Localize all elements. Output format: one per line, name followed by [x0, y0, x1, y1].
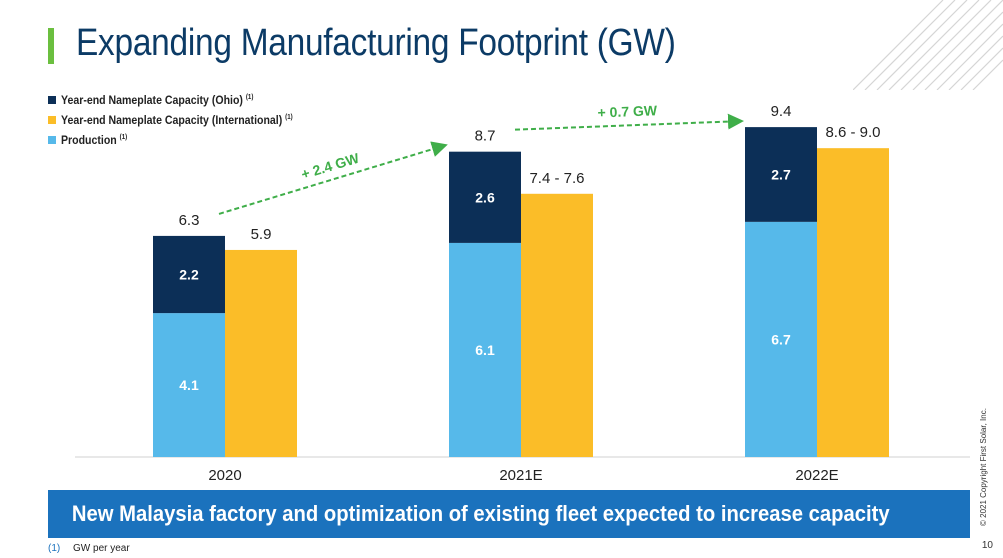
- growth-arrow-2: [514, 113, 744, 131]
- label-production-2022E: 6.7: [771, 331, 791, 347]
- page-title: Expanding Manufacturing Footprint (GW): [76, 22, 676, 64]
- footnote: (1) GW per year: [48, 543, 130, 554]
- growth-arrow-1: [218, 141, 448, 215]
- label-international-2020: 5.9: [251, 226, 272, 243]
- legend-swatch-ohio: [48, 96, 56, 104]
- bar-production-2022E: [745, 221, 817, 457]
- page-number: 10: [981, 540, 993, 551]
- legend-item-ohio: Year-end Nameplate Capacity (Ohio) (1): [48, 90, 324, 110]
- legend-swatch-production: [48, 136, 56, 144]
- legend-item-production: Production (1): [48, 130, 324, 150]
- banner-text: New Malaysia factory and optimization of…: [71, 501, 890, 526]
- x-tick-label-2020: 2020: [208, 467, 241, 484]
- bar-ohio-2021E: [449, 151, 521, 243]
- legend-swatch-international: [48, 116, 56, 124]
- footnote-marker: (1): [48, 543, 61, 554]
- legend-label-production: Production: [61, 133, 117, 147]
- label-total-2020: 6.3: [179, 212, 200, 229]
- label-production-2020: 4.1: [179, 377, 199, 393]
- label-ohio-2022E: 2.7: [771, 166, 791, 182]
- legend-label-ohio: Year-end Nameplate Capacity (Ohio): [61, 93, 243, 107]
- legend-item-international: Year-end Nameplate Capacity (Internation…: [48, 110, 324, 130]
- legend-sup-production: (1): [119, 134, 128, 141]
- decorative-stripes: [853, 0, 1003, 90]
- footnote-text: GW per year: [73, 543, 130, 554]
- label-ohio-2021E: 2.6: [475, 189, 495, 205]
- label-total-2022E: 9.4: [771, 103, 792, 120]
- summary-banner: New Malaysia factory and optimization of…: [48, 490, 970, 538]
- chart-legend: Year-end Nameplate Capacity (Ohio) (1) Y…: [48, 90, 324, 150]
- bar-international-2021E: [521, 193, 593, 457]
- bar-international-2022E: [817, 148, 889, 458]
- legend-sup-ohio: (1): [245, 94, 254, 101]
- x-tick-label-2022E: 2022E: [795, 467, 838, 484]
- growth-label-2: + 0.7 GW: [597, 102, 658, 120]
- legend-sup-international: (1): [285, 114, 293, 121]
- x-tick-label-2021E: 2021E: [499, 467, 542, 484]
- bar-international-2020: [225, 249, 297, 457]
- label-international-2022E: 8.6 - 9.0: [825, 124, 880, 141]
- title-accent-bar: [48, 28, 54, 64]
- label-ohio-2020: 2.2: [179, 267, 199, 283]
- copyright-notice: © 2021 Copyright First Solar, Inc.: [979, 408, 988, 526]
- bar-ohio-2022E: [745, 127, 817, 222]
- label-production-2021E: 6.1: [475, 342, 495, 358]
- bar-ohio-2020: [153, 235, 225, 314]
- growth-label-1: + 2.4 GW: [299, 149, 361, 182]
- bar-production-2021E: [449, 242, 521, 457]
- bar-production-2020: [153, 313, 225, 457]
- legend-label-international: Year-end Nameplate Capacity (Internation…: [61, 113, 283, 127]
- label-international-2021E: 7.4 - 7.6: [529, 170, 584, 187]
- label-total-2021E: 8.7: [475, 128, 496, 145]
